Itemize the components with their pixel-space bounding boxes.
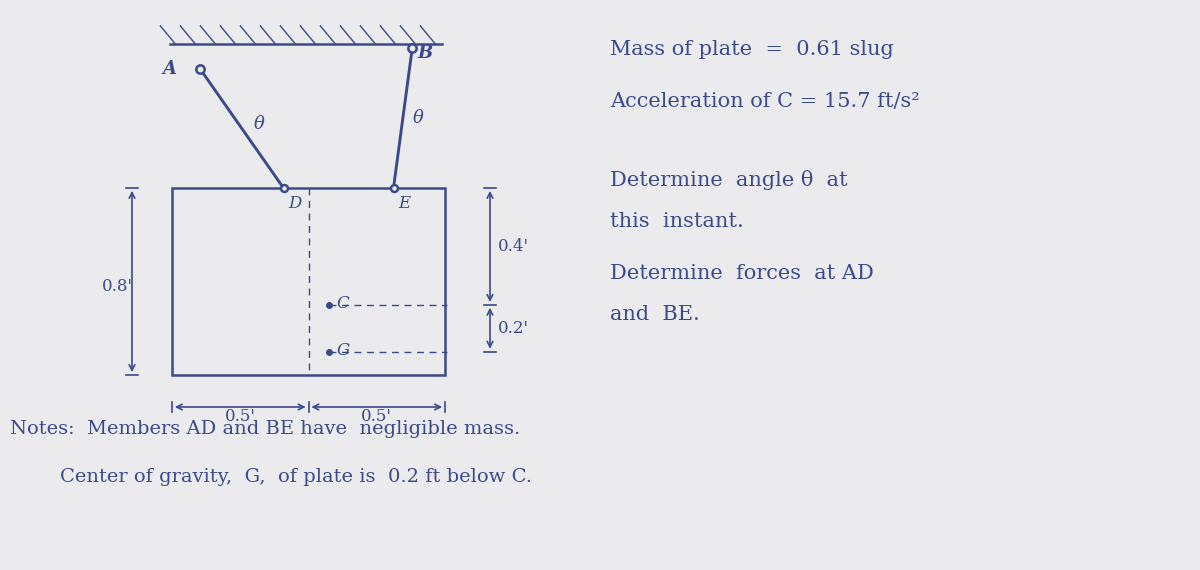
Text: Determine  angle θ  at: Determine angle θ at [610,170,847,190]
Text: this  instant.: this instant. [610,211,744,231]
Text: Center of gravity,  G,  of plate is  0.2 ft below C.: Center of gravity, G, of plate is 0.2 ft… [10,468,532,486]
Text: A: A [162,60,176,78]
Text: Acceleration of C = 15.7 ft/s²: Acceleration of C = 15.7 ft/s² [610,92,919,111]
Text: 0.8': 0.8' [102,278,133,295]
Text: Determine  forces  at AD: Determine forces at AD [610,263,874,283]
Text: C: C [336,295,349,312]
Text: E: E [398,195,410,212]
Text: Notes:  Members AD and BE have  negligible mass.: Notes: Members AD and BE have negligible… [10,420,521,438]
Text: 0.2': 0.2' [498,320,529,337]
Text: 0.5': 0.5' [224,408,256,425]
Text: D: D [288,195,302,212]
Text: θ: θ [254,115,265,133]
Bar [172,188,445,375]
Text: Mass of plate  =  0.61 slug: Mass of plate = 0.61 slug [610,40,894,59]
Text: θ: θ [413,109,424,127]
Text: 0.5': 0.5' [361,408,392,425]
Text: B: B [418,44,432,62]
Text: and  BE.: and BE. [610,305,700,324]
Text: G: G [336,341,349,359]
Text: 0.4': 0.4' [498,238,529,255]
